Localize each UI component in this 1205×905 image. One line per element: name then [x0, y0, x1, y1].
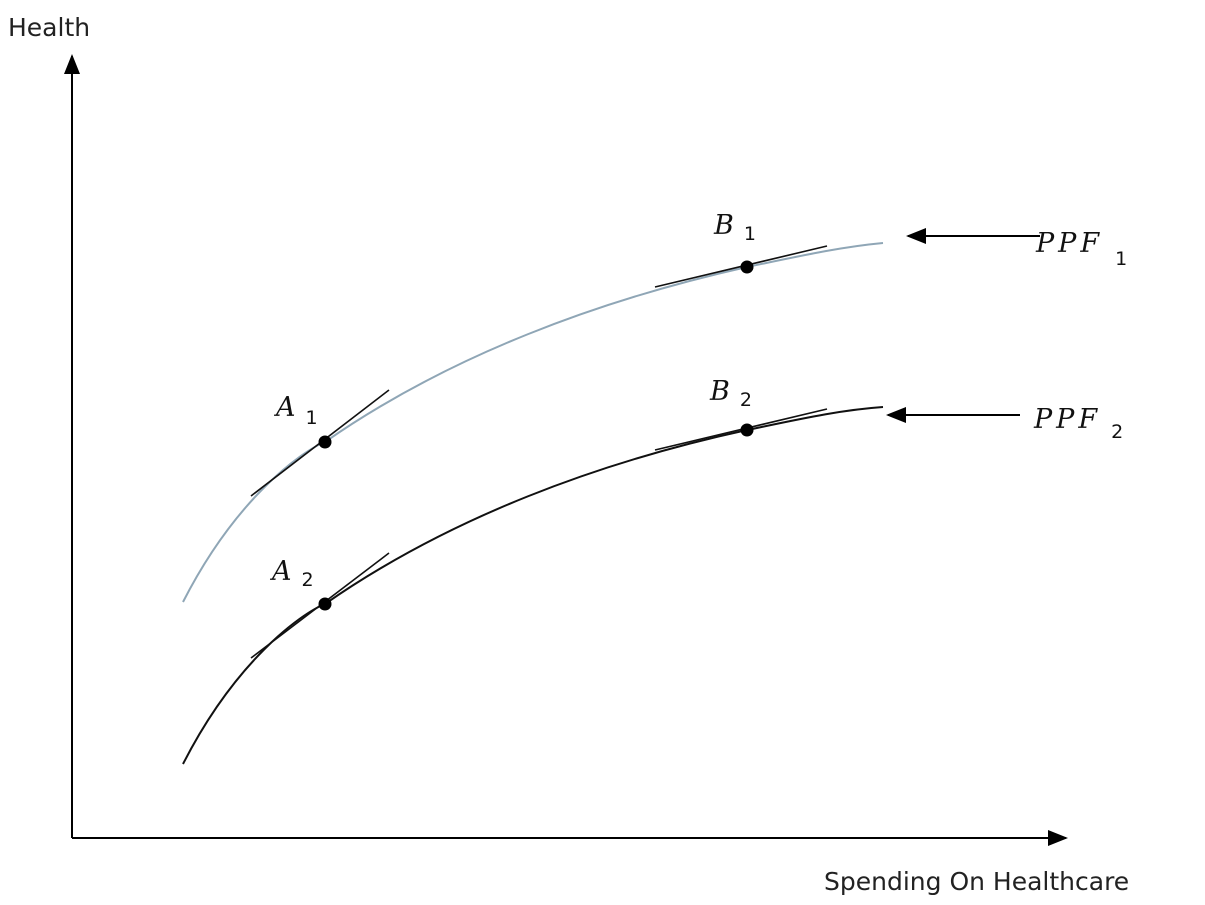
curve-label: PPF 2 — [1033, 404, 1127, 443]
point-letter: B — [713, 210, 734, 241]
point-letter: A — [273, 392, 296, 423]
curve-subscript: 2 — [1111, 421, 1127, 443]
point — [740, 423, 754, 437]
curve-name: PPF — [1033, 404, 1101, 435]
curve-subscript: 1 — [1115, 248, 1131, 270]
y-axis-label: Health — [8, 13, 90, 42]
curve-name: PPF — [1035, 228, 1103, 259]
curve-label: PPF 1 — [1035, 228, 1131, 270]
point — [318, 597, 332, 611]
point-subscript: 2 — [302, 569, 314, 591]
point-subscript: 2 — [740, 389, 752, 411]
point-subscript: 1 — [744, 223, 756, 245]
point — [740, 260, 754, 274]
x-axis-label: Spending On Healthcare — [824, 867, 1129, 896]
point-letter: A — [269, 556, 292, 587]
point-subscript: 1 — [306, 407, 318, 429]
point — [318, 435, 332, 449]
point-letter: B — [709, 376, 730, 407]
